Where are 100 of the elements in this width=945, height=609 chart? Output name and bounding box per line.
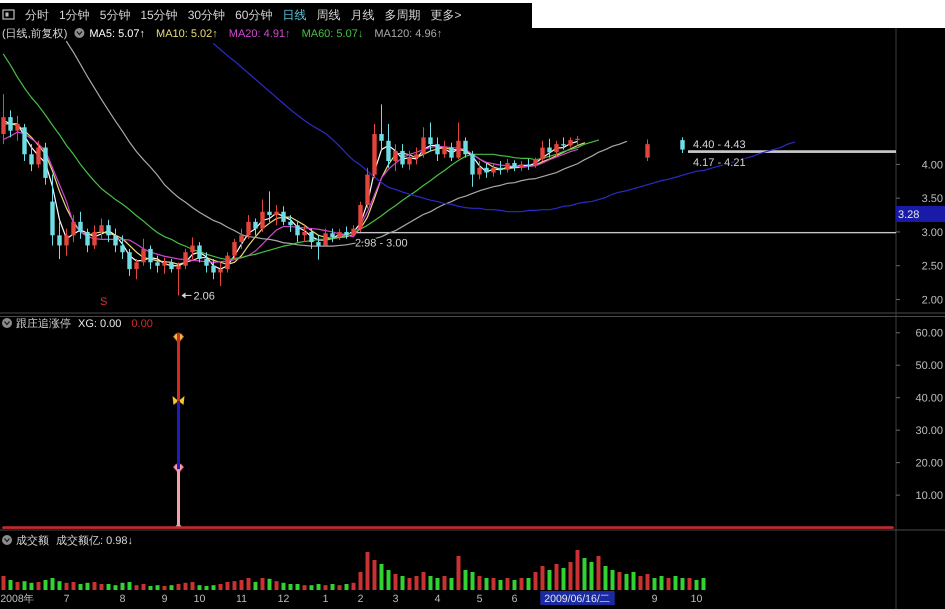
bar: [694, 580, 698, 590]
bar: [464, 570, 468, 590]
bar: [506, 578, 510, 590]
text: 15分钟: [140, 8, 178, 22]
bar: [366, 552, 370, 590]
y-tick-label: 30.00: [915, 425, 943, 438]
bar: [624, 574, 628, 590]
bar: [288, 584, 292, 590]
bar: [450, 578, 454, 590]
bar: [498, 580, 502, 590]
candlestick: [99, 218, 104, 240]
bar: [218, 584, 222, 590]
candlestick: [148, 244, 153, 270]
candlestick: [330, 228, 335, 243]
bar: [456, 556, 460, 590]
candlestick: [533, 157, 538, 168]
candlestick: [1, 94, 6, 145]
bar: [198, 585, 202, 590]
candlestick: [78, 211, 83, 240]
x-tick-label: 9: [162, 593, 168, 605]
bar: [36, 582, 40, 590]
candlestick: [680, 136, 685, 154]
candlestick: [57, 221, 62, 260]
text: 5分钟: [100, 8, 130, 22]
candlestick: [547, 138, 552, 158]
bar: [16, 582, 20, 590]
y-tick-label: 60.00: [915, 328, 943, 340]
candlestick: [113, 228, 118, 253]
bar: [162, 586, 166, 590]
candlestick: [141, 238, 146, 266]
bar: [646, 574, 650, 590]
bar: [702, 578, 706, 590]
bar: [358, 572, 362, 590]
bar: [8, 580, 12, 590]
bar: [674, 576, 678, 590]
bar: [72, 582, 76, 590]
y-tick-label: 2.00: [922, 294, 943, 306]
y-tick-label: 40.00: [915, 392, 943, 405]
chart-title: 跟庄追涨停: [16, 317, 71, 330]
bar: [176, 584, 180, 590]
text: 1分钟: [59, 8, 90, 22]
candlestick: [519, 160, 524, 172]
bar: [484, 578, 488, 590]
candlestick: [260, 199, 265, 232]
bar: [22, 581, 26, 590]
bar: [576, 550, 580, 590]
bar: [282, 582, 286, 590]
bar: [226, 582, 230, 590]
bar: [372, 560, 376, 590]
candlestick: [183, 248, 188, 270]
candlestick: [540, 140, 545, 162]
bar: [344, 584, 348, 590]
annotation: 4.40 - 4.43: [693, 139, 746, 151]
bar: [92, 582, 96, 590]
candlestick: [463, 136, 468, 158]
candlestick: [309, 228, 314, 250]
candlestick: [561, 136, 566, 150]
candlestick: [246, 214, 251, 240]
candlestick: [267, 190, 272, 222]
bar: [666, 578, 670, 590]
candlestick: [281, 206, 286, 226]
candlestick: [316, 234, 321, 260]
bar: [548, 570, 552, 590]
bar: [492, 578, 496, 590]
y-tick-label: 20.00: [915, 458, 943, 470]
candlestick: [232, 238, 237, 260]
bar: [632, 572, 636, 590]
bar: [184, 582, 188, 590]
x-tick-label: 9: [652, 593, 658, 605]
chart-title: (日线,前复权): [2, 27, 68, 40]
candlestick: [449, 142, 454, 162]
bar: [268, 578, 272, 590]
x-tick-label: 8: [120, 593, 126, 605]
bar: [128, 582, 132, 590]
line-series: [212, 42, 796, 212]
bar: [86, 582, 90, 590]
x-tick-label: 11: [236, 593, 248, 605]
bar: [618, 572, 622, 590]
text: 30分钟: [188, 8, 226, 22]
candlestick: [379, 104, 384, 152]
candlestick: [526, 158, 531, 170]
bar: [134, 585, 138, 590]
bar: [680, 578, 684, 590]
text: 2009/06/16/二: [544, 593, 611, 605]
bar: [610, 570, 614, 590]
bar: [442, 576, 446, 590]
y-tick-label: 4.00: [922, 159, 943, 172]
bar: [638, 576, 642, 590]
bar: [604, 566, 608, 590]
text: 月线: [350, 8, 374, 22]
candlestick: [85, 228, 90, 253]
bar: [590, 562, 594, 590]
candlestick: [29, 144, 34, 172]
text: 更多>: [430, 8, 462, 22]
candlestick: [435, 136, 440, 162]
bar: [142, 584, 146, 590]
candlestick: [554, 140, 559, 157]
bar: [120, 582, 124, 590]
bar: [30, 582, 34, 590]
candlestick: [36, 140, 41, 168]
